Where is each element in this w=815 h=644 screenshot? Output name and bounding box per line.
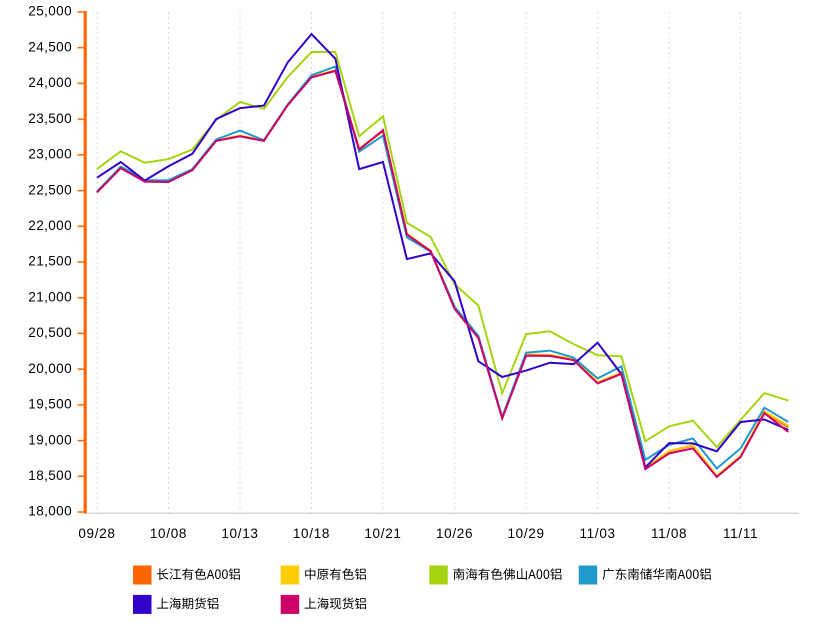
svg-text:22,500: 22,500 (28, 182, 72, 197)
svg-text:19,000: 19,000 (28, 432, 72, 447)
svg-text:20,000: 20,000 (28, 361, 72, 376)
svg-text:10/13: 10/13 (221, 526, 258, 541)
svg-text:23,000: 23,000 (28, 147, 72, 162)
svg-text:21,000: 21,000 (28, 289, 72, 304)
svg-text:22,000: 22,000 (28, 218, 72, 233)
svg-text:18,000: 18,000 (28, 504, 72, 519)
svg-text:11/03: 11/03 (579, 526, 615, 541)
svg-text:10/08: 10/08 (150, 526, 187, 541)
svg-text:11/08: 11/08 (651, 526, 687, 541)
svg-text:10/26: 10/26 (436, 526, 473, 541)
svg-text:23,500: 23,500 (28, 111, 72, 126)
svg-text:10/21: 10/21 (364, 526, 401, 541)
svg-text:18,500: 18,500 (28, 468, 72, 483)
svg-text:24,000: 24,000 (28, 75, 72, 90)
svg-text:20,500: 20,500 (28, 325, 72, 340)
svg-text:09/28: 09/28 (78, 526, 115, 541)
svg-text:11/11: 11/11 (723, 526, 758, 541)
svg-text:10/18: 10/18 (293, 526, 330, 541)
svg-text:21,500: 21,500 (28, 254, 72, 269)
svg-text:19,500: 19,500 (28, 397, 72, 412)
svg-text:10/29: 10/29 (507, 526, 544, 541)
svg-text:24,500: 24,500 (28, 39, 72, 54)
svg-text:25,000: 25,000 (28, 4, 72, 19)
